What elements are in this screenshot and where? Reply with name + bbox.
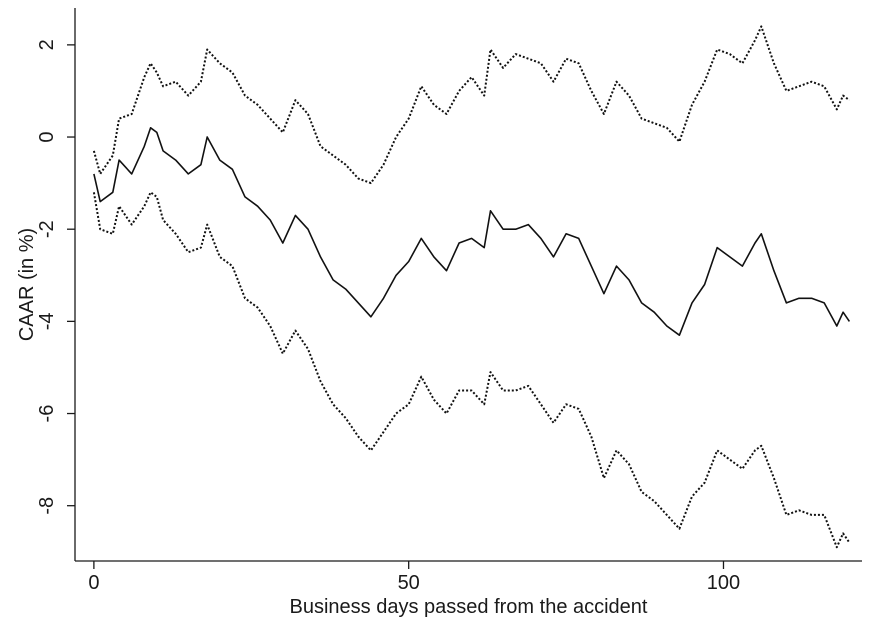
x-tick-label: 100 xyxy=(707,572,740,594)
y-tick-label: 2 xyxy=(36,39,58,50)
x-tick-label: 0 xyxy=(88,572,99,594)
y-axis-title: CAAR (in %) xyxy=(16,228,38,341)
y-tick-label: -6 xyxy=(36,405,58,423)
y-tick-label: 0 xyxy=(36,131,58,142)
lower-confidence-band-line xyxy=(92,191,851,549)
upper-confidence-band-line xyxy=(92,25,850,185)
y-tick-label: -4 xyxy=(36,312,58,330)
y-axis-ticks: 2 0 -2 -4 -6 -8 xyxy=(36,39,75,515)
caar-series-line xyxy=(93,127,851,336)
y-tick-label: -8 xyxy=(36,497,58,515)
x-axis-ticks: 0 50 100 xyxy=(88,561,740,594)
axes xyxy=(74,8,862,562)
x-axis-title: Business days passed from the accident xyxy=(290,596,648,618)
plot-area xyxy=(92,25,851,549)
x-tick-label: 50 xyxy=(398,572,420,594)
y-tick-label: -2 xyxy=(36,220,58,238)
